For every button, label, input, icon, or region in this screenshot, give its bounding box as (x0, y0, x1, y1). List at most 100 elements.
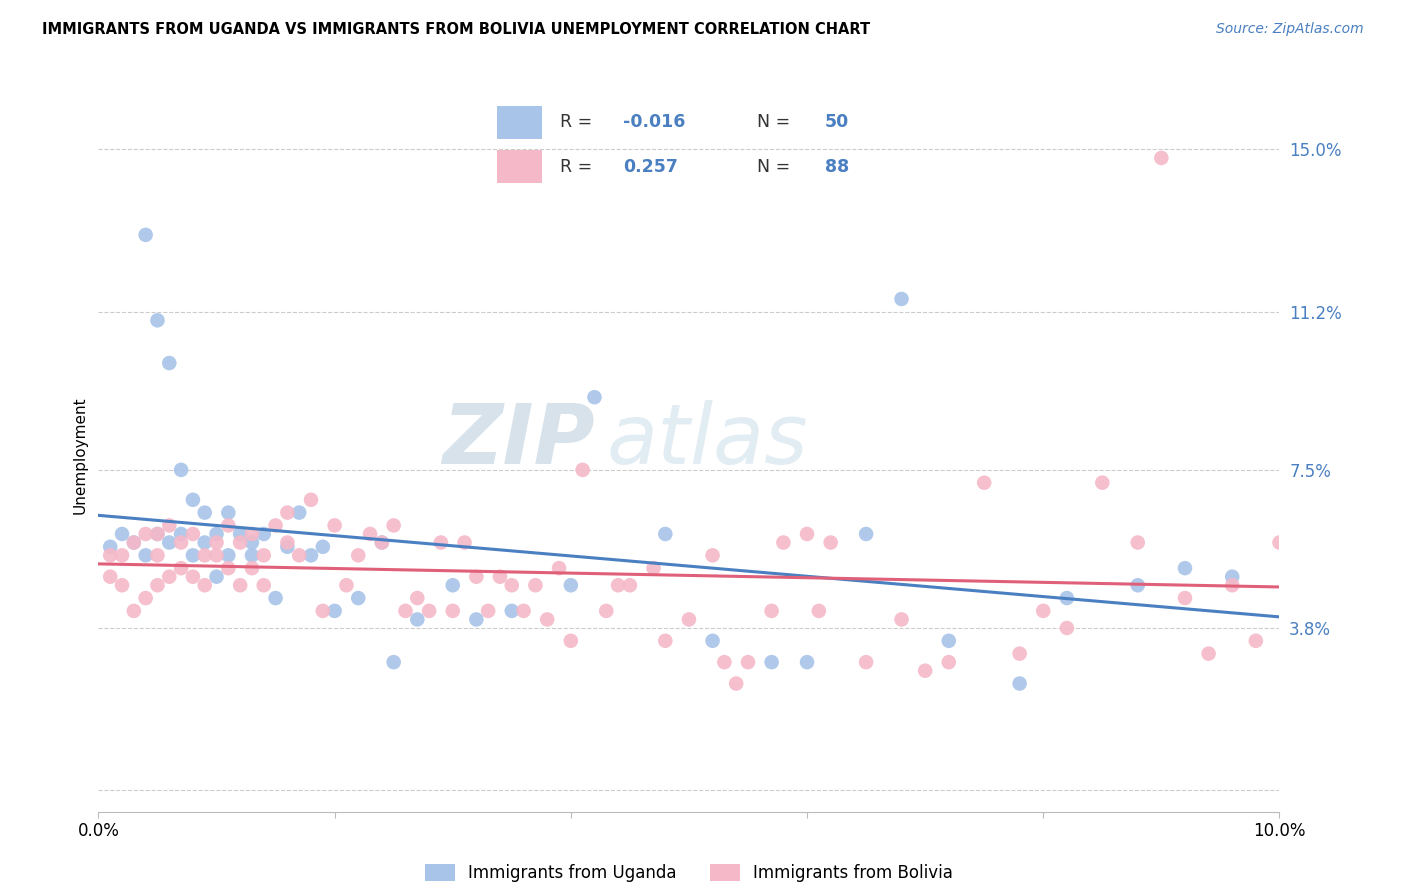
Point (359, 527, 381, 541)
Point (170, 463, 193, 477)
Point (548, 561, 571, 575)
Point (181, 549, 204, 563)
Point (288, 549, 311, 563)
Point (1220, 578, 1243, 592)
Point (181, 492, 204, 507)
Point (382, 518, 405, 533)
Point (855, 655, 877, 669)
Point (146, 527, 169, 541)
Point (501, 578, 523, 592)
Point (288, 506, 311, 520)
Point (253, 549, 276, 563)
Point (430, 535, 453, 549)
Point (146, 549, 169, 563)
Point (264, 518, 287, 533)
Point (595, 604, 617, 618)
Point (217, 518, 239, 533)
Point (382, 655, 405, 669)
Point (1091, 475, 1114, 490)
Point (111, 527, 134, 541)
Point (205, 570, 228, 584)
Point (1198, 647, 1220, 661)
Point (796, 655, 818, 669)
Point (264, 591, 287, 605)
Point (914, 664, 936, 678)
Point (607, 578, 630, 592)
Point (371, 535, 394, 549)
Point (170, 527, 193, 541)
Point (453, 535, 475, 549)
Point (725, 676, 748, 690)
Point (371, 535, 394, 549)
Point (1126, 535, 1149, 549)
Point (98, 549, 121, 563)
Point (1126, 578, 1149, 592)
Point (217, 561, 239, 575)
Point (205, 549, 228, 563)
Point (1268, 535, 1291, 549)
Point (477, 604, 499, 618)
Point (229, 578, 252, 592)
Point (761, 655, 783, 669)
Point (465, 612, 488, 626)
Point (619, 578, 641, 592)
Point (807, 604, 830, 618)
Point (240, 527, 263, 541)
Point (122, 535, 145, 549)
Point (240, 549, 263, 563)
Point (890, 292, 912, 306)
Point (418, 604, 440, 618)
Point (1244, 633, 1267, 648)
Point (135, 227, 157, 242)
Point (146, 313, 169, 327)
Point (194, 578, 217, 592)
Point (111, 578, 134, 592)
Point (1008, 676, 1031, 690)
Point (1008, 647, 1031, 661)
Point (194, 549, 217, 563)
Point (796, 527, 818, 541)
Point (194, 535, 217, 549)
Point (170, 535, 193, 549)
Point (157, 518, 180, 533)
Point (820, 535, 842, 549)
Point (571, 463, 593, 477)
Point (501, 604, 523, 618)
Point (1220, 570, 1243, 584)
Point (135, 591, 157, 605)
Point (122, 604, 145, 618)
Point (524, 578, 547, 592)
Point (465, 570, 488, 584)
Point (1056, 591, 1078, 605)
Point (135, 527, 157, 541)
Point (890, 612, 912, 626)
Point (229, 527, 252, 541)
Point (122, 535, 145, 549)
Text: IMMIGRANTS FROM UGANDA VS IMMIGRANTS FROM BOLIVIA UNEMPLOYMENT CORRELATION CHART: IMMIGRANTS FROM UGANDA VS IMMIGRANTS FRO… (42, 22, 870, 37)
Point (713, 655, 735, 669)
Point (512, 604, 534, 618)
Point (181, 527, 204, 541)
Point (702, 549, 724, 563)
Point (135, 549, 157, 563)
Point (855, 527, 877, 541)
Point (394, 604, 416, 618)
Point (229, 535, 252, 549)
Point (323, 604, 346, 618)
Point (323, 518, 346, 533)
Point (654, 633, 676, 648)
Point (938, 655, 960, 669)
Point (205, 535, 228, 549)
Point (146, 527, 169, 541)
Point (973, 475, 995, 490)
Point (772, 535, 794, 549)
Point (276, 535, 298, 549)
Point (240, 561, 263, 575)
Point (194, 506, 217, 520)
Point (299, 549, 322, 563)
Point (489, 570, 512, 584)
Point (276, 506, 298, 520)
Point (312, 540, 335, 554)
Point (1032, 604, 1054, 618)
Point (205, 527, 228, 541)
